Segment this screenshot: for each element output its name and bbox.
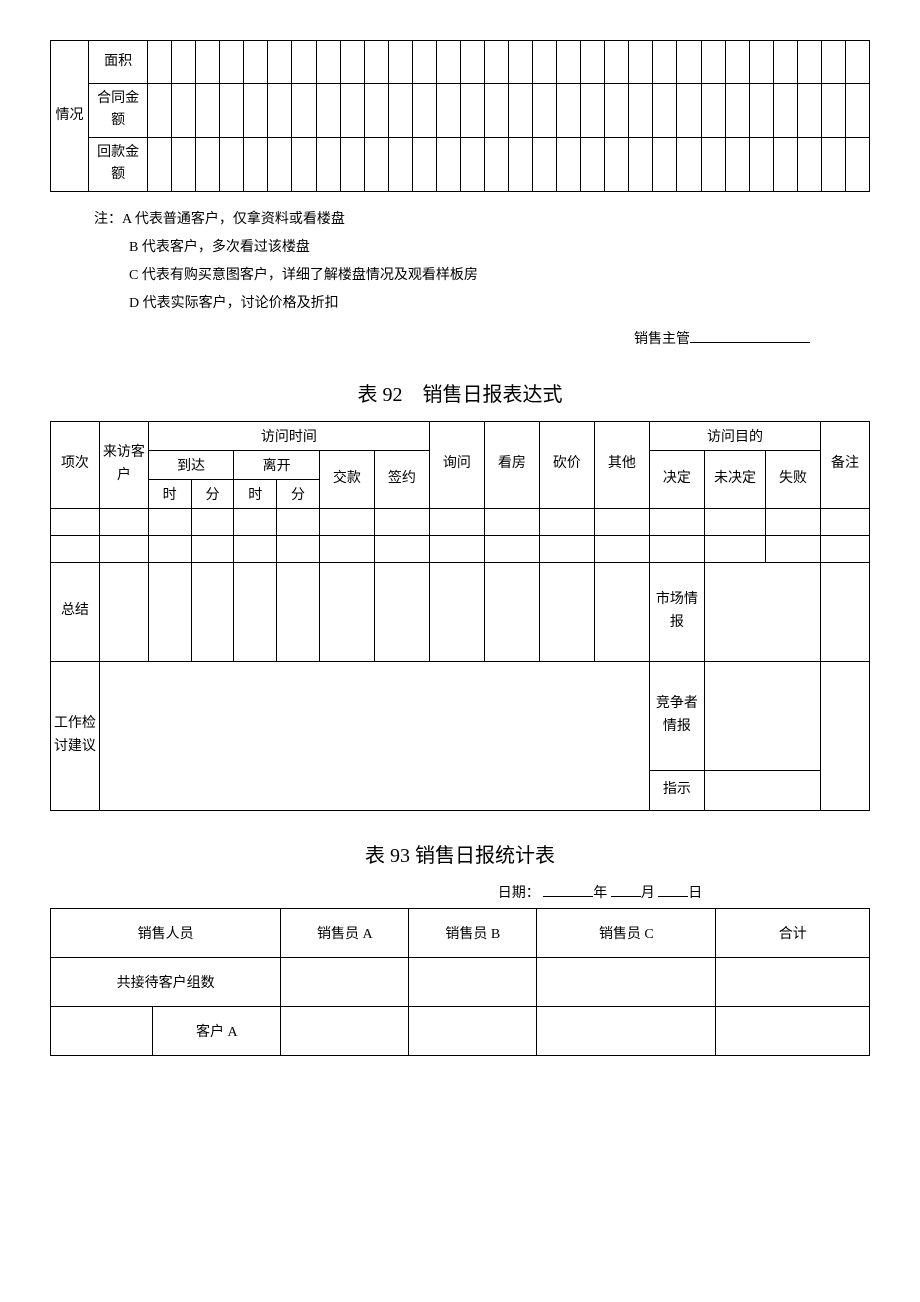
table-row xyxy=(51,535,870,562)
table92-full: 项次 来访客户 访问时间 询问 看房 砍价 其他 访问目的 备注 到达 离开 交… xyxy=(50,421,870,811)
date-year: 年 xyxy=(593,886,607,901)
signature-label: 销售主管 xyxy=(634,332,690,347)
table93: 销售人员 销售员 A 销售员 B 销售员 C 合计 共接待客户组数 客户 A xyxy=(50,908,870,1056)
h-likai-fen: 分 xyxy=(277,479,320,508)
h-kanjia: 砍价 xyxy=(539,421,594,508)
h-beizhu: 备注 xyxy=(821,421,870,508)
h-likai-shi: 时 xyxy=(234,479,277,508)
h-qita: 其他 xyxy=(594,421,649,508)
h-kanfang: 看房 xyxy=(484,421,539,508)
situation-side-label: 情况 xyxy=(51,41,89,192)
date-label: 日期： xyxy=(498,886,540,901)
table-row xyxy=(51,508,870,535)
situation-table: 情况 面积 合同金额 回款金额 xyxy=(50,40,870,192)
note-d: D 代表实际客户，讨论价格及折扣 xyxy=(129,290,870,318)
date-day: 日 xyxy=(688,886,702,901)
t93-row-jiedai: 共接待客户组数 xyxy=(51,957,281,1006)
h-xiangci: 项次 xyxy=(51,421,100,508)
table93-title: 表 93 销售日报统计表 xyxy=(50,839,870,868)
note-c: C 代表有购买意图客户，详细了解楼盘情况及观看样板房 xyxy=(129,262,870,290)
right-jingzheng: 竞争者情报 xyxy=(649,661,704,770)
situation-row-payment: 回款金额 xyxy=(89,137,148,191)
t93-col-renyuan: 销售人员 xyxy=(51,908,281,957)
h-jueding: 决定 xyxy=(649,450,704,508)
notes-prefix: 注： xyxy=(94,212,122,227)
summary-label: 总结 xyxy=(51,562,100,661)
situation-row-contract: 合同金额 xyxy=(89,84,148,138)
h-laifang: 来访客户 xyxy=(99,421,148,508)
right-shichang: 市场情报 xyxy=(649,562,704,661)
h-daoda-shi: 时 xyxy=(148,479,191,508)
table92-title: 表 92 销售日报表达式 xyxy=(50,378,870,407)
t93-col-c: 销售员 C xyxy=(537,908,716,957)
note-b: B 代表客户，多次看过该楼盘 xyxy=(129,234,870,262)
h-weijueding: 未决定 xyxy=(704,450,765,508)
t93-row-kehu-a: 客户 A xyxy=(153,1006,281,1055)
date-month: 月 xyxy=(641,886,655,901)
date-line: 日期： 年 月 日 xyxy=(330,882,870,902)
h-jiaokuan: 交款 xyxy=(319,450,374,508)
h-shibai: 失败 xyxy=(766,450,821,508)
h-qianyue: 签约 xyxy=(374,450,429,508)
h-xunwen: 询问 xyxy=(429,421,484,508)
h-daoda-fen: 分 xyxy=(191,479,234,508)
right-zhishi: 指示 xyxy=(649,770,704,810)
situation-row-area: 面积 xyxy=(89,41,148,84)
t93-col-heji: 合计 xyxy=(716,908,870,957)
t93-col-b: 销售员 B xyxy=(409,908,537,957)
notes-block: 注：A 代表普通客户，仅拿资料或看楼盘 B 代表客户，多次看过该楼盘 C 代表有… xyxy=(94,206,870,318)
t93-col-a: 销售员 A xyxy=(281,908,409,957)
h-daoda: 到达 xyxy=(148,450,234,479)
h-likai: 离开 xyxy=(234,450,320,479)
h-fangwen-shijian: 访问时间 xyxy=(148,421,429,450)
review-label: 工作检讨建议 xyxy=(51,661,100,810)
h-fangwen-mudi: 访问目的 xyxy=(649,421,820,450)
note-a: A 代表普通客户，仅拿资料或看楼盘 xyxy=(122,212,345,227)
signature-line: 销售主管 xyxy=(50,328,810,348)
